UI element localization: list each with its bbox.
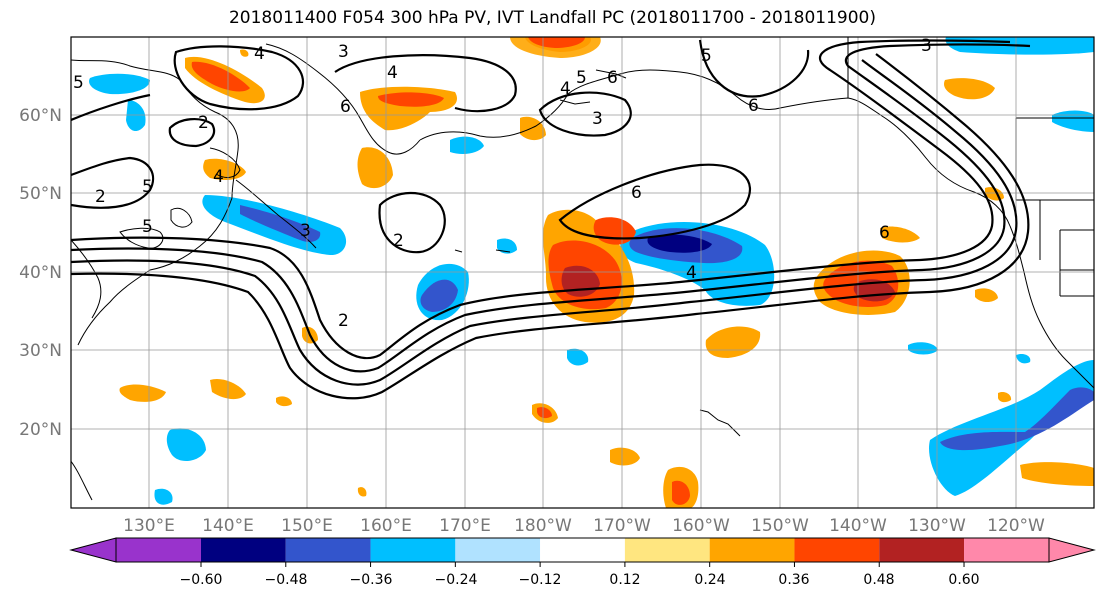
contour-label: 6 (631, 183, 642, 203)
colorbar-cell (370, 538, 456, 562)
contour-label: 2 (198, 113, 209, 133)
contour-label: 6 (879, 223, 890, 243)
contour-label: 2 (95, 187, 106, 207)
colorbar-tick-label: −0.60 (180, 572, 223, 588)
contour-label: 5 (142, 217, 153, 237)
contour-label: 5 (701, 46, 712, 66)
contour-label: 6 (340, 97, 351, 117)
colorbar-tick-label: 0.60 (948, 572, 979, 588)
lat-labels: 60°N 50°N 40°N 30°N 20°N (19, 106, 62, 440)
colorbar-tick-label: 0.36 (778, 572, 809, 588)
contour-label: 4 (213, 167, 224, 187)
lat-label: 20°N (19, 420, 62, 440)
map-frame (70, 36, 1095, 509)
lon-labels: 130°E 140°E 150°E 160°E 170°E 180°W 170°… (123, 516, 1045, 536)
lon-label: 150°E (281, 516, 333, 536)
contour-label: 6 (748, 96, 759, 116)
lon-label: 170°E (439, 516, 491, 536)
colorbar-tick-label: 0.24 (694, 572, 725, 588)
colorbar-outline (115, 537, 1050, 563)
lon-label: 130°W (908, 516, 966, 536)
contour-label: 3 (338, 42, 349, 62)
shading-layer (89, 37, 1094, 508)
lat-label: 50°N (19, 184, 62, 204)
contour-label: 3 (300, 221, 311, 241)
lat-label: 60°N (19, 106, 62, 126)
contour-label: 4 (686, 263, 697, 283)
colorbar: −0.60 −0.48 −0.36 −0.24 −0.12 0.12 0.24 … (69, 537, 1096, 588)
contour-label: 6 (607, 68, 618, 88)
colorbar-extend-low (71, 538, 116, 562)
colorbar-cell (709, 538, 795, 562)
colorbar-tick-label: −0.48 (265, 572, 308, 588)
lon-label: 120°W (987, 516, 1045, 536)
colorbar-cells (71, 538, 1094, 562)
lon-label: 130°E (123, 516, 175, 536)
contour-label: 4 (387, 63, 398, 83)
contour-labels: 4 3 4 5 6 5 4 3 5 6 6 3 2 4 2 5 5 2 6 4 … (73, 36, 932, 331)
colorbar-cell (624, 538, 710, 562)
colorbar-cell (201, 538, 286, 562)
pv-contours (71, 39, 1031, 400)
contour-label: 5 (576, 68, 587, 88)
contour-label: 3 (921, 36, 932, 56)
colorbar-cell (540, 538, 625, 562)
lon-label: 140°W (829, 516, 887, 536)
colorbar-tick-label: −0.12 (519, 572, 562, 588)
lon-label: 160°E (360, 516, 412, 536)
map-title: 2018011400 F054 300 hPa PV, IVT Landfall… (228, 8, 876, 28)
contour-label: 2 (393, 231, 404, 251)
colorbar-cell (879, 538, 965, 562)
colorbar-cell (455, 538, 541, 562)
colorbar-tick-label: −0.36 (350, 572, 393, 588)
colorbar-cell (116, 538, 201, 562)
contour-label: 3 (592, 109, 603, 129)
contour-label: 5 (142, 177, 153, 197)
colorbar-ticks (200, 562, 965, 567)
coastline-layer (71, 37, 1094, 501)
colorbar-tick-label: −0.24 (435, 572, 478, 588)
contour-label: 5 (73, 73, 84, 93)
lon-label: 180°W (514, 516, 572, 536)
lat-label: 30°N (19, 341, 62, 361)
contour-label: 2 (338, 311, 349, 331)
lon-label: 140°E (202, 516, 254, 536)
colorbar-tick-label: 0.48 (863, 572, 894, 588)
colorbar-extend-high (1049, 538, 1094, 562)
lon-label: 160°W (672, 516, 730, 536)
colorbar-cell (964, 538, 1049, 562)
lon-label: 150°W (751, 516, 809, 536)
colorbar-tick-label: 0.12 (609, 572, 640, 588)
colorbar-cell (794, 538, 880, 562)
contour-label: 4 (560, 79, 571, 99)
contour-label: 4 (254, 44, 265, 64)
lon-label: 170°W (593, 516, 651, 536)
colorbar-cell (285, 538, 371, 562)
lat-label: 40°N (19, 263, 62, 283)
